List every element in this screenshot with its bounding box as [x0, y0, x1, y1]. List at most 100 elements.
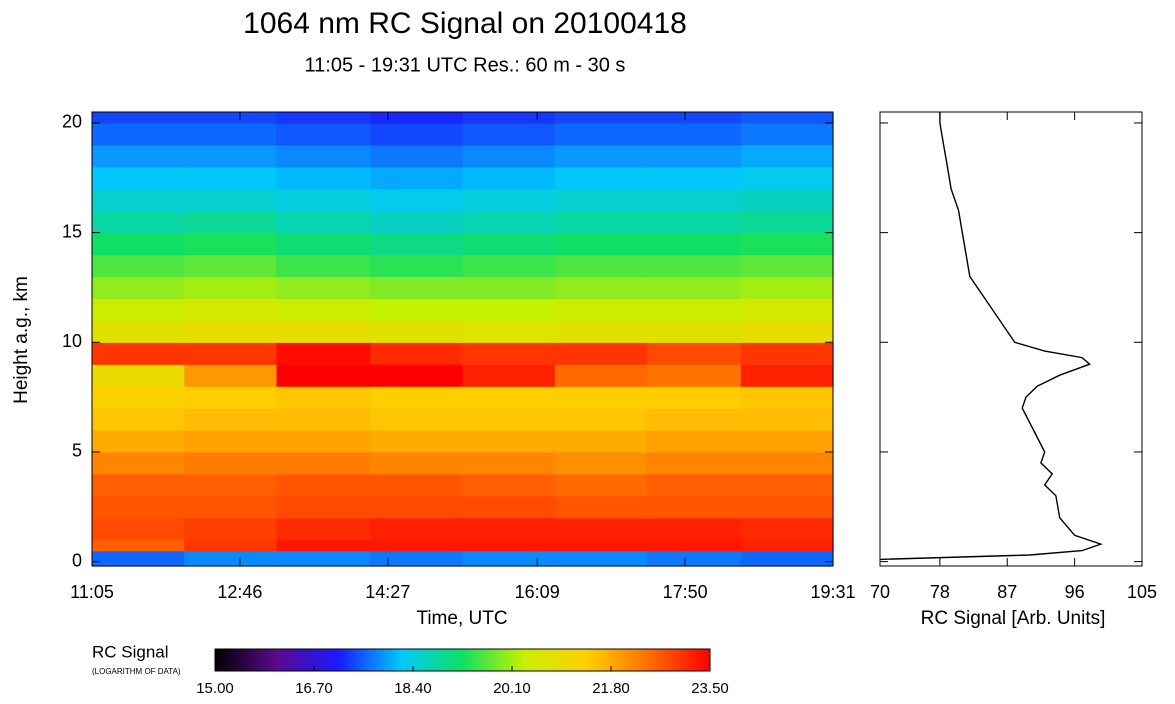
heatmap-cell: [92, 320, 185, 343]
heatmap-cell: [184, 166, 278, 190]
heatmap-cell: [276, 122, 371, 146]
heatmap-cell: [370, 276, 464, 300]
heatmap-cell: [276, 539, 371, 552]
heatmap-cell: [370, 298, 464, 321]
heatmap-cell: [647, 451, 742, 475]
heatmap-cell: [92, 342, 185, 365]
heatmap-cell: [370, 210, 464, 234]
heatmap-cell: [184, 550, 278, 567]
heatmap-cell: [92, 386, 185, 409]
heatmap-cell: [184, 320, 278, 343]
heatmap-cell: [554, 232, 648, 256]
heatmap-cell: [462, 122, 556, 146]
heatmap-cell: [184, 517, 278, 541]
heatmap-cell: [740, 166, 834, 190]
x-tick-label: 105: [1127, 582, 1157, 602]
x-tick-label: 12:46: [217, 582, 262, 602]
heatmap-cell: [370, 495, 464, 519]
y-tick-label: 0: [72, 550, 82, 570]
heatmap-cell: [647, 112, 742, 124]
heatmap-cell: [276, 166, 371, 190]
heatmap-cell: [370, 320, 464, 343]
heatmap-cell: [462, 188, 556, 212]
heatmap-cell: [740, 112, 834, 124]
heatmap-cell: [184, 539, 278, 552]
heatmap-cell: [92, 539, 185, 552]
heatmap-cell: [554, 550, 648, 567]
heatmap-cell: [554, 386, 648, 409]
colorbar-tick-label: 21.80: [592, 680, 630, 697]
heatmap-cell: [740, 550, 834, 567]
heatmap-cell: [92, 451, 185, 475]
heatmap-cell: [184, 254, 278, 278]
heatmap-cell: [92, 298, 185, 321]
heatmap-cell: [554, 254, 648, 278]
heatmap-cell: [554, 342, 648, 365]
heatmap-cell: [370, 188, 464, 212]
heatmap-cell: [647, 122, 742, 146]
heatmap-cell: [370, 232, 464, 256]
heatmap-cell: [184, 276, 278, 300]
heatmap-cell: [554, 210, 648, 234]
heatmap-cell: [740, 188, 834, 212]
heatmap-cell: [647, 517, 742, 541]
heatmap-cell: [92, 210, 185, 234]
heatmap-cell: [184, 473, 278, 497]
heatmap-cell: [554, 320, 648, 343]
heatmap-cell: [647, 364, 742, 387]
heatmap-cell: [740, 342, 834, 365]
heatmap-cell: [554, 517, 648, 541]
heatmap-cell: [462, 539, 556, 552]
heatmap-cell: [370, 473, 464, 497]
heatmap-cell: [462, 276, 556, 300]
heatmap-cell: [92, 166, 185, 190]
heatmap-cell: [184, 144, 278, 168]
heatmap-cell: [740, 276, 834, 300]
heatmap-cell: [276, 210, 371, 234]
heatmap-cell: [647, 473, 742, 497]
heatmap-cell: [276, 550, 371, 567]
heatmap-cell: [276, 232, 371, 256]
heatmap-cell: [184, 298, 278, 321]
heatmap-cell: [370, 144, 464, 168]
heatmap-cell: [92, 254, 185, 278]
heatmap-cell: [462, 342, 556, 365]
x-tick-label: 19:31: [810, 582, 855, 602]
plot-frame: [91, 111, 834, 567]
heatmap-cell: [647, 276, 742, 300]
heatmap-cell: [554, 364, 648, 387]
x-tick-label: 87: [997, 582, 1017, 602]
x-tick-label: 70: [870, 582, 890, 602]
heatmap-cell: [462, 430, 556, 453]
heatmap-cell: [740, 364, 834, 387]
heatmap-cell: [462, 210, 556, 234]
heatmap-cell: [647, 188, 742, 212]
heatmap-cell: [370, 122, 464, 146]
chart-subtitle: 11:05 - 19:31 UTC Res.: 60 m - 30 s: [305, 54, 626, 76]
heatmap-cell: [92, 122, 185, 146]
heatmap-cell: [276, 254, 371, 278]
heatmap-cell: [184, 408, 278, 431]
heatmap-cell: [740, 517, 834, 541]
heatmap-cell: [740, 298, 834, 321]
heatmap-cell: [462, 550, 556, 567]
heatmap-cell: [92, 517, 185, 541]
heatmap-cell: [740, 430, 834, 453]
heatmap-cell: [370, 386, 464, 409]
x-tick-label: 17:50: [663, 582, 708, 602]
heatmap-cell: [647, 430, 742, 453]
heatmap-cell: [92, 495, 185, 519]
heatmap-cell: [92, 276, 185, 300]
heatmap-cell: [554, 539, 648, 552]
heatmap-cell: [184, 386, 278, 409]
heatmap-cell: [554, 122, 648, 146]
heatmap-cell: [462, 144, 556, 168]
colorbar-tick-label: 20.10: [493, 680, 531, 697]
colorbar-sublabel: (LOGARITHM OF DATA): [92, 667, 181, 676]
profile-line: [879, 112, 1103, 561]
x-tick-label: 96: [1065, 582, 1085, 602]
heatmap-cell: [370, 166, 464, 190]
heatmap-cell: [462, 364, 556, 387]
